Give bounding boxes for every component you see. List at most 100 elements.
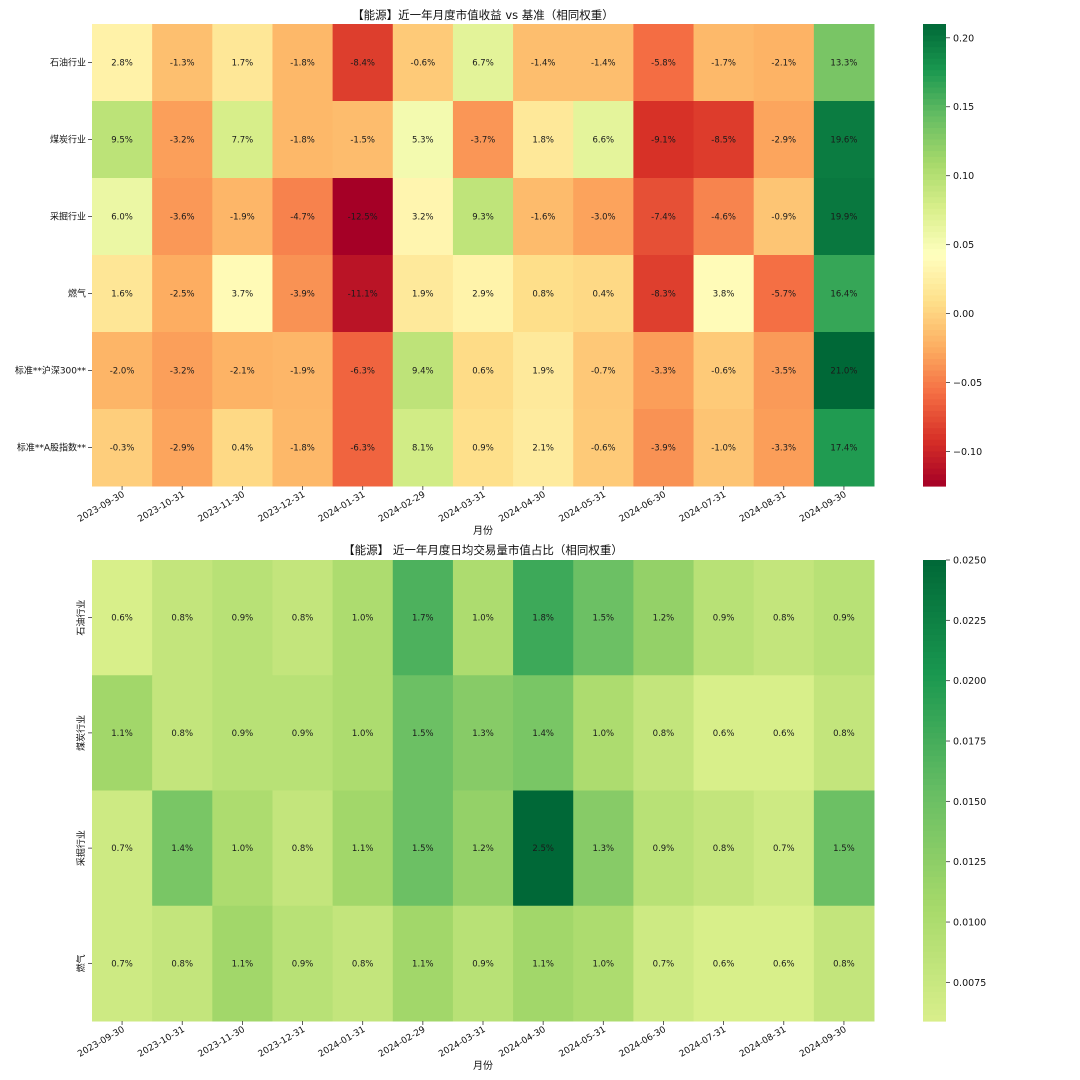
colorbar-segment (923, 894, 946, 901)
colorbar-tick-label: 0.0125 (953, 857, 986, 868)
heatmap-cell (452, 409, 514, 487)
heatmap-cell (573, 675, 634, 791)
colorbar-segment (923, 341, 946, 348)
colorbar-segment (923, 565, 946, 573)
colorbar-segment (923, 156, 946, 164)
colorbar-segment (923, 104, 946, 112)
colorbar-segment (923, 715, 946, 722)
colorbar-segment (923, 29, 946, 37)
cell-annotation: -0.7% (591, 367, 616, 377)
cell-annotation: -3.7% (471, 136, 496, 146)
cell-annotation: -0.6% (591, 444, 616, 454)
cell-annotation: -1.5% (350, 136, 375, 146)
colorbar-segment (923, 928, 946, 936)
colorbar-segment (923, 174, 946, 181)
cell-annotation: -3.3% (771, 444, 796, 454)
cell-annotation: 1.1% (232, 959, 254, 969)
colorbar-segment (923, 306, 946, 314)
cell-annotation: 0.4% (593, 290, 615, 300)
cell-annotation: 13.3% (830, 59, 857, 69)
colorbar-segment (923, 871, 946, 878)
x-axis-label: 月份 (473, 525, 493, 537)
column-label: 2024-03-31 (437, 490, 487, 525)
heatmap-cell (513, 332, 574, 410)
heatmap-cell (332, 790, 394, 907)
colorbar-segment (923, 888, 946, 895)
heatmap-cell (813, 409, 875, 487)
heatmap-cell (813, 675, 875, 791)
colorbar-segment (923, 640, 946, 648)
cell-annotation: 1.1% (532, 959, 554, 969)
heatmap-cell (633, 560, 695, 676)
heatmap-cell (272, 675, 334, 791)
cell-annotation: 1.7% (412, 614, 434, 624)
colorbar-segment (923, 145, 946, 152)
colorbar-segment (923, 698, 946, 705)
colorbar-segment (923, 220, 946, 227)
cell-annotation: 1.4% (532, 729, 554, 739)
cell-annotation: 1.2% (653, 614, 675, 624)
heatmap-cell (693, 409, 755, 487)
heatmap-cell (152, 178, 213, 256)
x-axis-label: 月份 (473, 1060, 493, 1072)
heatmap-cell (272, 24, 334, 102)
colorbar-segment (923, 957, 946, 964)
cell-annotation: 1.9% (412, 290, 434, 300)
column-label: 2024-02-29 (377, 1025, 428, 1060)
cell-annotation: -6.3% (350, 367, 375, 377)
cell-annotation: 1.0% (232, 844, 254, 854)
colorbar-segment (923, 692, 946, 699)
heatmap-cell (573, 790, 634, 907)
cell-annotation: 0.9% (292, 729, 314, 739)
colorbar-segment (923, 997, 946, 1005)
heatmap-cell (92, 24, 153, 102)
colorbar-segment (923, 399, 946, 406)
colorbar-segment (923, 208, 946, 216)
colorbar-segment (923, 116, 946, 123)
cell-annotation: 0.4% (232, 444, 254, 454)
heatmap-cell (152, 255, 213, 333)
colorbar-segment (923, 876, 946, 884)
heatmap-cell (212, 409, 273, 487)
heatmap-cell (693, 101, 755, 179)
column-label: 2024-07-31 (678, 1025, 728, 1060)
row-label: 标准**沪深300** (15, 365, 87, 377)
heatmap-cell (633, 332, 695, 410)
heatmap-cell (573, 332, 634, 410)
cell-annotation: -2.1% (230, 367, 255, 377)
column-label: 2023-10-31 (136, 1025, 186, 1060)
colorbar-segment (923, 428, 946, 435)
colorbar-segment (923, 255, 946, 262)
cell-annotation: -0.3% (110, 444, 135, 454)
colorbar-segment (923, 571, 946, 578)
heatmap-cell (513, 560, 574, 676)
colorbar-segment (923, 657, 946, 665)
cell-annotation: 17.4% (830, 444, 857, 454)
cell-annotation: 0.9% (232, 729, 254, 739)
colorbar-segment (923, 203, 946, 210)
cell-annotation: 0.6% (111, 614, 133, 624)
heatmap-cell (212, 905, 273, 1022)
heatmap-cell (212, 675, 273, 791)
colorbar-segment (923, 802, 946, 809)
colorbar-segment (923, 439, 946, 447)
row-label: 煤炭行业 (75, 715, 87, 751)
heatmap-cell (392, 409, 454, 487)
colorbar-segment (923, 721, 946, 728)
heatmap-cell (813, 255, 875, 333)
cell-annotation: -8.5% (711, 136, 736, 146)
cell-annotation: 8.1% (412, 444, 434, 454)
cell-annotation: 0.8% (833, 729, 855, 739)
cell-annotation: 21.0% (830, 367, 857, 377)
colorbar-segment (923, 634, 946, 642)
cell-annotation: 2.9% (472, 290, 494, 300)
colorbar-tick-label: −0.10 (953, 447, 982, 458)
heatmap-cell (152, 560, 213, 676)
heatmap-cell (813, 790, 875, 907)
heatmap-cell (753, 409, 815, 487)
cell-annotation: -4.7% (290, 213, 315, 223)
colorbar-segment (923, 393, 946, 400)
heatmap-cell (92, 255, 153, 333)
heatmap-cell (813, 905, 875, 1022)
